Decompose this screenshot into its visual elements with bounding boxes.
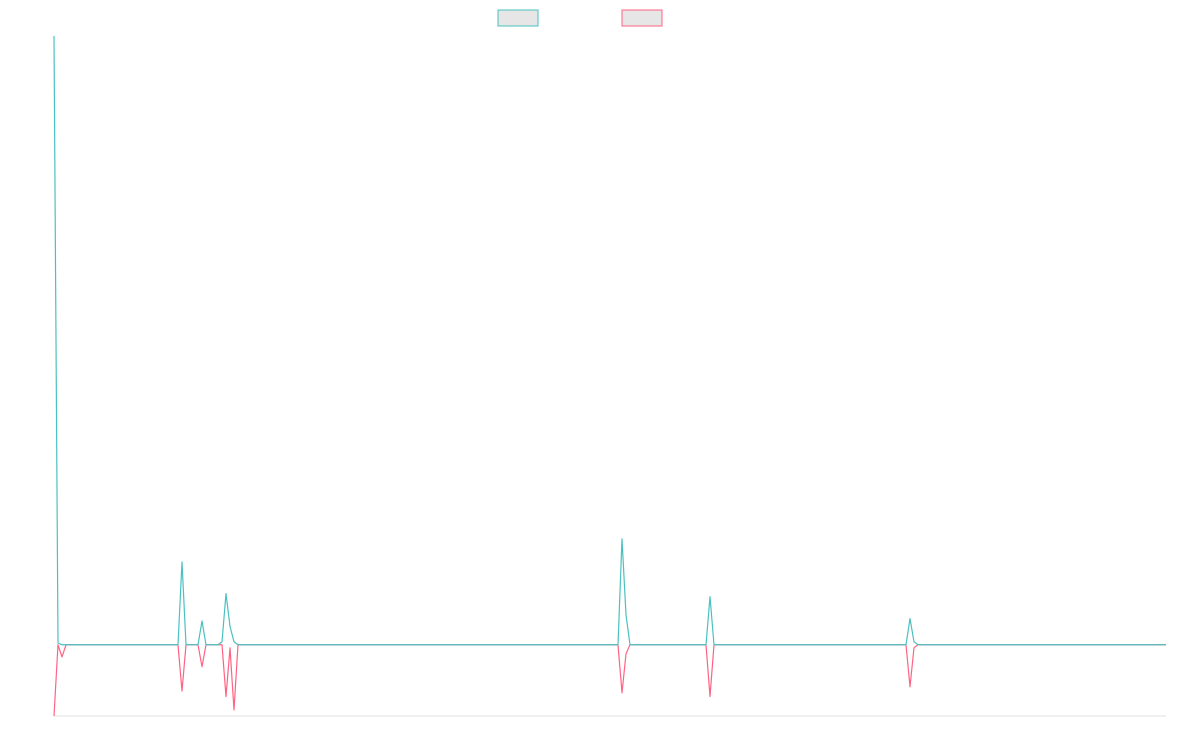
line-series (53, 644, 1166, 717)
legend-swatch (621, 9, 663, 27)
legend-swatch (497, 9, 539, 27)
line-series (53, 35, 1166, 646)
